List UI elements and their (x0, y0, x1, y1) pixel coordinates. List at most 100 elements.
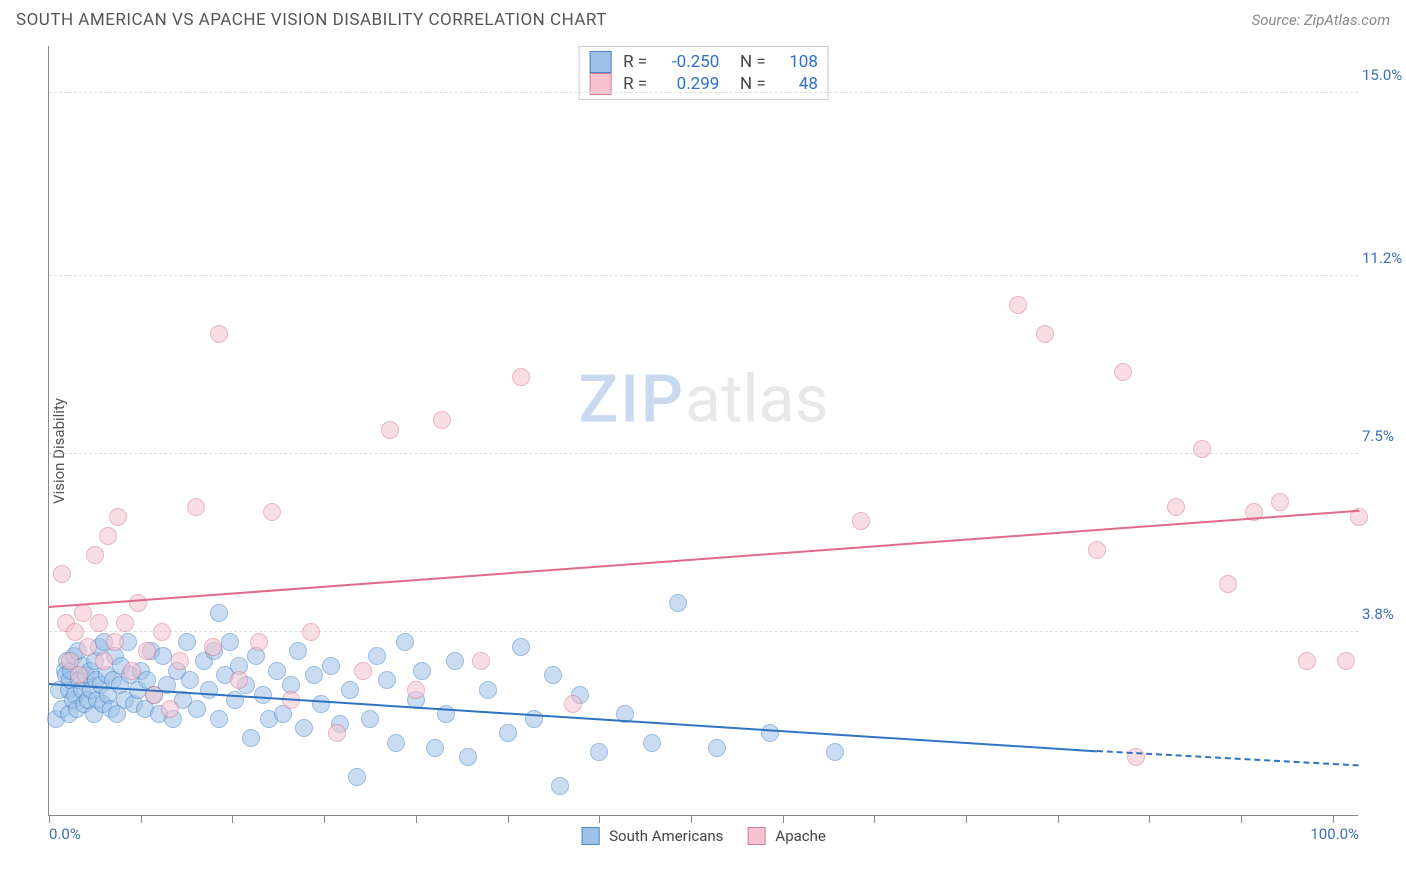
data-point (187, 498, 205, 516)
data-point (669, 594, 687, 612)
data-point (53, 565, 71, 583)
x-tick (324, 815, 325, 823)
data-point (305, 666, 323, 684)
data-point (512, 368, 530, 386)
stats-r-value: 0.299 (659, 74, 719, 94)
x-tick (416, 815, 417, 823)
legend-label: South Americans (609, 827, 723, 845)
legend-swatch (747, 827, 765, 845)
x-tick-label: 0.0% (49, 825, 81, 843)
data-point (761, 724, 779, 742)
gridline (49, 631, 1358, 632)
x-tick (508, 815, 509, 823)
chart-title: SOUTH AMERICAN VS APACHE VISION DISABILI… (16, 10, 607, 30)
y-tick-label: 11.2% (1362, 249, 1406, 267)
data-point (210, 710, 228, 728)
gridline (49, 275, 1358, 276)
legend-swatch (589, 51, 611, 73)
stats-n-value: 48 (778, 74, 818, 94)
data-point (116, 614, 134, 632)
gridline (49, 92, 1358, 93)
data-point (564, 695, 582, 713)
data-point (544, 666, 562, 684)
data-point (178, 633, 196, 651)
data-point (86, 546, 104, 564)
trend-line (49, 510, 1359, 608)
data-point (407, 681, 425, 699)
data-point (188, 700, 206, 718)
data-point (525, 710, 543, 728)
data-point (387, 734, 405, 752)
data-point (1009, 296, 1027, 314)
data-point (1088, 541, 1106, 559)
data-point (378, 671, 396, 689)
data-point (230, 671, 248, 689)
data-point (289, 642, 307, 660)
data-point (551, 777, 569, 795)
data-point (254, 686, 272, 704)
x-tick (232, 815, 233, 823)
series-legend: South Americans Apache (581, 827, 826, 845)
data-point (123, 662, 141, 680)
x-tick (874, 815, 875, 823)
data-point (1337, 652, 1355, 670)
data-point (348, 768, 366, 786)
data-point (512, 638, 530, 656)
x-tick (141, 815, 142, 823)
data-point (138, 642, 156, 660)
stats-row: R = -0.250 N = 108 (589, 51, 818, 73)
data-point (210, 325, 228, 343)
stats-r-value: -0.250 (659, 52, 719, 72)
stats-r-label: R = (623, 74, 651, 94)
data-point (472, 652, 490, 670)
data-point (1193, 440, 1211, 458)
watermark-atlas: atlas (685, 361, 829, 438)
y-tick-label: 3.8% (1362, 605, 1406, 623)
data-point (368, 647, 386, 665)
data-point (1298, 652, 1316, 670)
data-point (99, 527, 117, 545)
data-point (1271, 493, 1289, 511)
data-point (129, 594, 147, 612)
legend-swatch (581, 827, 599, 845)
data-point (852, 512, 870, 530)
data-point (361, 710, 379, 728)
data-point (171, 652, 189, 670)
x-tick (1241, 815, 1242, 823)
x-tick (783, 815, 784, 823)
data-point (459, 748, 477, 766)
data-point (1036, 325, 1054, 343)
y-tick-label: 15.0% (1362, 66, 1406, 84)
data-point (109, 508, 127, 526)
data-point (154, 647, 172, 665)
data-point (66, 623, 84, 641)
data-point (499, 724, 517, 742)
legend-item: Apache (747, 827, 825, 845)
data-point (413, 662, 431, 680)
data-point (302, 623, 320, 641)
x-tick (691, 815, 692, 823)
data-point (354, 662, 372, 680)
x-tick (1058, 815, 1059, 823)
data-point (643, 734, 661, 752)
data-point (79, 638, 97, 656)
y-tick-label: 7.5% (1362, 427, 1406, 445)
data-point (1114, 363, 1132, 381)
x-tick (1333, 815, 1334, 823)
watermark-zip: ZIP (578, 361, 685, 438)
stats-n-label: N = (727, 74, 770, 94)
data-point (446, 652, 464, 670)
data-point (341, 681, 359, 699)
data-point (70, 666, 88, 684)
data-point (153, 623, 171, 641)
data-point (263, 503, 281, 521)
chart-area: Vision Disability ZIPatlas R = -0.250 N … (0, 36, 1406, 866)
data-point (426, 739, 444, 757)
data-point (396, 633, 414, 651)
data-point (590, 743, 608, 761)
legend-label: Apache (775, 827, 825, 845)
data-point (250, 633, 268, 651)
data-point (106, 633, 124, 651)
legend-item: South Americans (581, 827, 723, 845)
x-tick (1149, 815, 1150, 823)
